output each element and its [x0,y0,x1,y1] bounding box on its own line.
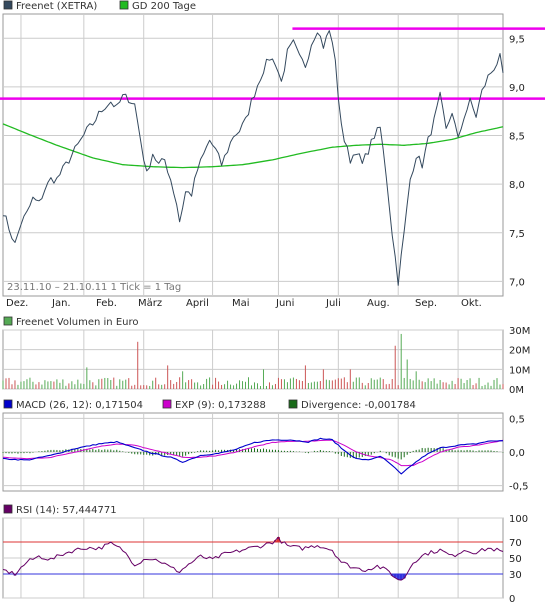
x-tick-label: Okt. [461,298,482,309]
y-tick-label: 0,0 [509,448,525,459]
legend-label: GD 200 Tage [132,1,196,12]
x-tick-label: Sep. [415,298,437,309]
y-tick-label: 8,5 [509,132,525,143]
y-tick-label: 50 [509,554,522,565]
y-tick-label: -0,5 [509,482,529,493]
y-tick-label: 30M [509,326,530,337]
legend-label: Divergence: -0,001784 [301,400,416,411]
x-tick-label: Aug. [367,298,390,309]
y-tick-label: 9,5 [509,34,525,45]
legend-swatch [119,0,129,10]
x-tick-label: Mai [232,298,250,309]
price-panel [2,13,504,297]
price-line [2,30,504,286]
y-tick-label: 9,0 [509,83,525,94]
y-tick-label: 70 [509,538,522,549]
exp-line [2,439,504,467]
x-tick-label: Jan. [51,298,71,309]
legend-label: RSI (14): 57,444771 [16,505,117,516]
legend-label: Freenet (XETRA) [16,1,97,12]
legend-swatch [3,316,13,326]
y-tick-label: 20M [509,346,530,357]
legend-label: Freenet Volumen in Euro [16,317,138,328]
legend-label: EXP (9): 0,173288 [175,400,266,411]
gd200-line [2,123,504,169]
y-tick-label: 0,5 [509,414,525,425]
y-tick-label: 10M [509,365,530,376]
x-tick-label: Juni [275,298,294,309]
y-tick-label: 7,0 [509,277,525,288]
legend-swatch [3,0,13,10]
legend-swatch [3,399,13,409]
x-tick-label: März [138,298,162,309]
legend-swatch [3,504,13,514]
y-tick-label: 7,5 [509,229,525,240]
y-tick-label: 8,0 [509,180,525,191]
macd-line [2,437,504,475]
x-tick-label: Dez. [6,298,28,309]
legend-swatch [288,399,298,409]
y-tick-label: 0M [509,385,524,396]
y-tick-label: 30 [509,570,522,581]
y-tick-label: 0 [509,594,515,605]
x-tick-label: Juli [325,298,341,309]
legend-swatch [162,399,172,409]
rsi-line [2,536,504,581]
y-tick-label: 100 [509,514,528,525]
x-tick-label: Feb. [96,298,117,309]
x-tick-label: April [186,298,209,309]
date-range-note: 23.11.10 – 21.10.11 1 Tick = 1 Tag [7,282,181,293]
legend-label: MACD (26, 12): 0,171504 [16,400,143,411]
